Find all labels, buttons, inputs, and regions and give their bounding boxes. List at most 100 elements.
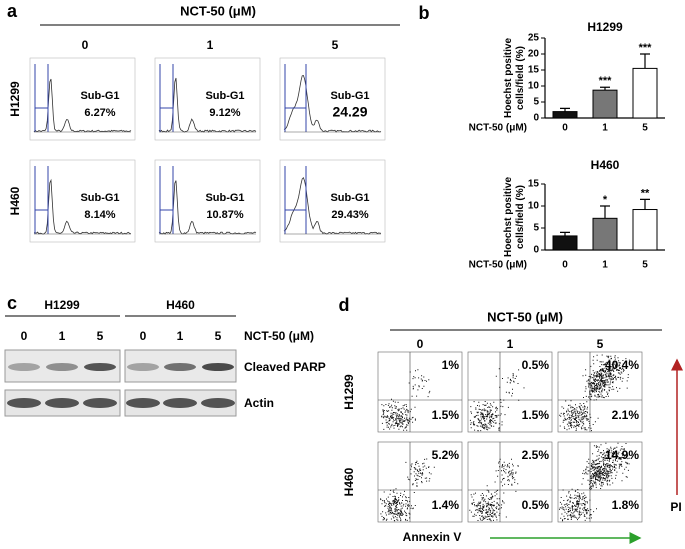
upper-right-percent: 1%	[442, 358, 460, 372]
sub-g1-percent: 24.29	[332, 104, 367, 120]
x-axis-label: Annexin V	[403, 530, 462, 544]
dose-label: 0	[82, 38, 89, 52]
histogram-frame	[154, 159, 261, 243]
cell-line-label: H1299	[44, 298, 80, 312]
chart-title: H1299	[587, 20, 623, 34]
dose-label: 0	[21, 329, 28, 343]
histogram-trace	[158, 180, 257, 235]
x-tick-label: 5	[642, 260, 648, 271]
bar	[592, 217, 618, 251]
row-label: H1299	[342, 374, 356, 410]
panel-label: d	[339, 295, 350, 315]
dose-label: 5	[97, 329, 104, 343]
band	[83, 398, 117, 408]
histogram-trace	[283, 75, 382, 133]
dose-label: 1	[207, 38, 214, 52]
y-tick-label: 5	[533, 223, 539, 234]
histogram-frame	[279, 159, 386, 243]
upper-right-percent: 2.5%	[522, 448, 550, 462]
scatter-dots	[380, 458, 435, 522]
bar	[632, 209, 658, 251]
band	[201, 398, 235, 408]
x-tick-label: 0	[562, 260, 568, 271]
error-bar	[640, 53, 650, 69]
dose-label: 0	[140, 329, 147, 343]
significance: ***	[599, 75, 613, 87]
y-tick-label: 10	[528, 201, 540, 212]
error-bar	[600, 205, 610, 219]
y-tick-label: 20	[528, 49, 540, 60]
band	[164, 363, 196, 371]
dose-label: 5	[332, 38, 339, 52]
band-label: Actin	[244, 396, 274, 410]
scatter-dots	[469, 368, 525, 432]
gate-label: Sub-G1	[205, 90, 244, 102]
y-axis-label: Hoechst positive cells/field (%)	[503, 37, 526, 119]
band	[8, 363, 40, 371]
histogram-frame	[29, 159, 136, 243]
row-label: H1299	[8, 81, 22, 117]
dose-label: 1	[59, 329, 66, 343]
band	[84, 363, 116, 371]
histogram-trace	[158, 77, 257, 133]
band-label: Cleaved PARP	[244, 360, 326, 374]
panel-label: b	[419, 3, 430, 23]
band	[7, 398, 41, 408]
band	[45, 398, 79, 408]
y-tick-label: 10	[528, 81, 540, 92]
treatment-label: NCT-50 (μM)	[487, 309, 563, 324]
scatter-dots	[381, 369, 431, 431]
lower-right-percent: 0.5%	[522, 498, 550, 512]
y-tick-label: 25	[528, 33, 540, 44]
lower-right-percent: 1.5%	[522, 408, 550, 422]
scatter-dots	[469, 458, 519, 522]
sub-g1-percent: 29.43%	[331, 209, 369, 221]
chart-title: H460	[591, 158, 620, 172]
histogram-trace	[283, 176, 382, 235]
sub-g1-percent: 10.87%	[206, 209, 244, 221]
significance: ***	[639, 42, 653, 54]
row-label: H460	[342, 467, 356, 496]
dose-label: 1	[177, 329, 184, 343]
lower-right-percent: 1.5%	[432, 408, 460, 422]
band	[163, 398, 197, 408]
sub-g1-percent: 8.14%	[84, 209, 115, 221]
gate-label: Sub-G1	[330, 192, 369, 204]
sub-g1-percent: 9.12%	[209, 107, 240, 119]
treatment-label: NCT-50 (μM)	[244, 329, 314, 343]
upper-right-percent: 40.4%	[605, 358, 639, 372]
band	[127, 363, 159, 371]
dot-plot-frame	[467, 351, 553, 433]
bar	[592, 89, 618, 119]
upper-right-percent: 5.2%	[432, 448, 460, 462]
lower-right-percent: 1.8%	[612, 498, 640, 512]
histogram-frame	[29, 57, 136, 141]
row-label: H460	[8, 186, 22, 215]
error-bar	[560, 231, 570, 236]
error-bar	[600, 86, 610, 91]
bar	[552, 235, 578, 251]
dot-plot-frame	[377, 441, 463, 523]
dose-label: 5	[215, 329, 222, 343]
gate-label: Sub-G1	[330, 90, 369, 102]
y-tick-label: 0	[533, 113, 539, 124]
y-axis-label: PI	[670, 500, 681, 514]
scatter-dots	[559, 442, 630, 522]
histogram-trace	[33, 178, 132, 235]
error-bar	[560, 107, 570, 112]
x-tick-label: 1	[602, 123, 608, 134]
dose-label: 0	[417, 337, 424, 351]
band	[126, 398, 160, 408]
histogram-trace	[33, 78, 132, 133]
bar	[632, 67, 658, 119]
histogram-frame	[154, 57, 261, 141]
x-axis-label: NCT-50 (μM)	[469, 260, 527, 271]
scatter-dots	[559, 354, 630, 432]
upper-right-percent: 14.9%	[605, 448, 639, 462]
significance: **	[641, 187, 650, 199]
y-axis-label: Hoechst positive cells/field (%)	[503, 176, 526, 258]
significance: *	[603, 194, 608, 206]
panel-label: a	[7, 1, 18, 21]
treatment-label: NCT-50 (μM)	[180, 3, 256, 18]
